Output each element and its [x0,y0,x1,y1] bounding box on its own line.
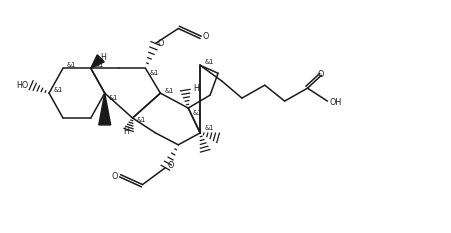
Text: &1: &1 [108,95,118,101]
Text: &1: &1 [192,110,201,116]
Text: O: O [111,172,117,181]
Text: O: O [202,32,208,41]
Polygon shape [91,55,104,68]
Text: &1: &1 [95,62,104,68]
Text: H: H [193,84,198,93]
Text: &1: &1 [204,59,213,65]
Text: &1: &1 [54,87,63,93]
Text: O: O [317,70,323,79]
Text: H: H [100,53,106,62]
Text: &1: &1 [67,62,76,68]
Text: H: H [124,127,129,136]
Text: O: O [167,161,173,170]
Text: &1: &1 [149,70,158,76]
Text: OH: OH [329,98,341,106]
Text: &1: &1 [204,125,213,131]
Polygon shape [99,93,110,125]
Text: &1: &1 [164,88,173,94]
Text: &1: &1 [136,117,146,123]
Text: O: O [157,39,163,48]
Text: HO: HO [16,81,28,90]
